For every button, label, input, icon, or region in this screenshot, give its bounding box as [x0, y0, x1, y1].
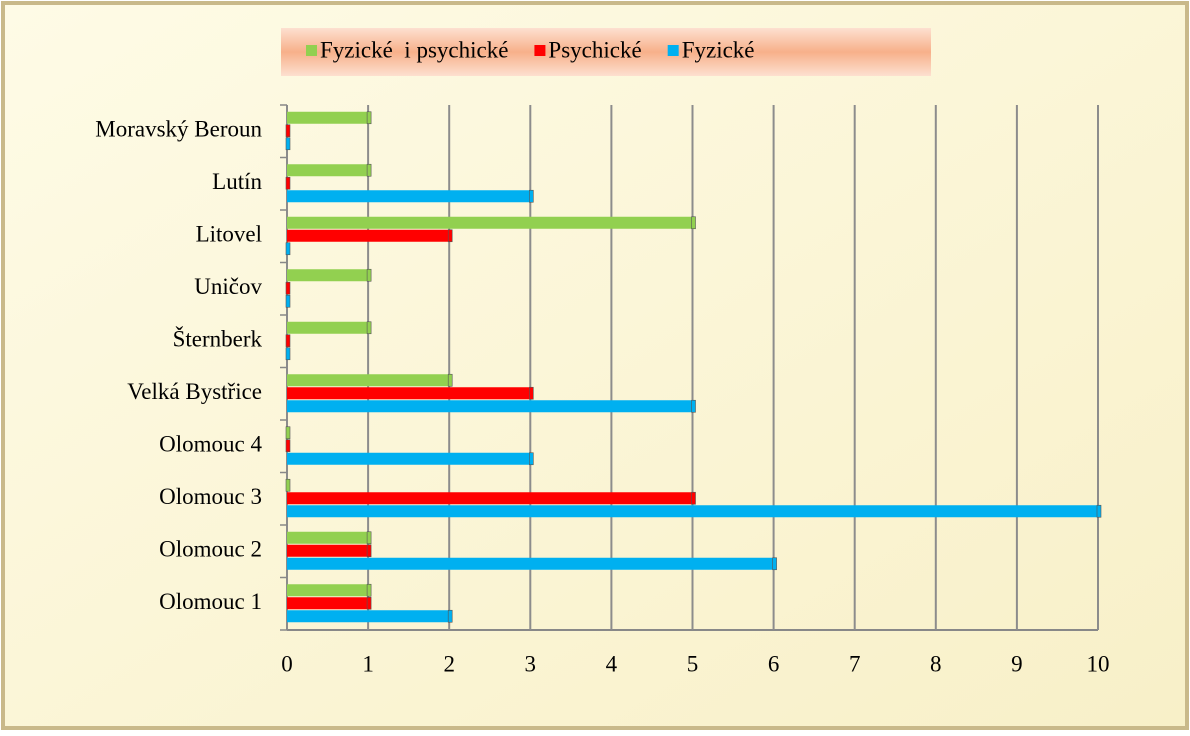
bar-edge	[285, 176, 291, 190]
bar	[287, 584, 369, 597]
bar	[287, 269, 369, 282]
x-tick-label: 5	[687, 651, 699, 676]
bar	[287, 111, 369, 124]
x-tick-label: 6	[768, 651, 780, 676]
y-tick-label: Lutín	[212, 169, 262, 194]
bar-edge	[691, 491, 696, 505]
bar-edge	[1096, 504, 1102, 518]
bar	[287, 387, 531, 400]
y-tick-label: Litovel	[196, 222, 262, 247]
bar	[287, 597, 369, 610]
bar-edge	[366, 111, 372, 125]
bar-edge	[285, 137, 291, 151]
bar-edge	[285, 294, 291, 308]
bar-edge	[285, 439, 291, 453]
x-tick-label: 1	[362, 651, 374, 676]
x-tick-label: 0	[281, 651, 293, 676]
y-tick-label: Šternberk	[173, 326, 263, 352]
legend-swatch	[667, 45, 679, 56]
bar-edge	[366, 268, 372, 282]
legend-label: Fyzické	[682, 37, 755, 62]
bar-edge	[285, 347, 291, 361]
bar-edge	[447, 373, 453, 387]
bar	[287, 216, 693, 229]
y-tick-label: Uničov	[194, 274, 262, 299]
legend: Fyzické i psychické Psychické Fyzické	[306, 37, 755, 62]
bar	[287, 505, 1098, 518]
x-tick-label: 9	[1011, 651, 1023, 676]
legend-label: Fyzické i psychické	[320, 37, 508, 62]
bar	[287, 531, 369, 544]
bar	[287, 229, 450, 242]
legend-box	[281, 28, 931, 76]
bar	[287, 164, 369, 177]
x-tick-label: 3	[525, 651, 537, 676]
bar-edge	[366, 163, 372, 177]
y-tick-label: Olomouc 1	[159, 589, 262, 614]
bar-edge	[447, 229, 453, 243]
bar	[287, 544, 369, 557]
legend-swatch	[534, 45, 546, 56]
bar-edge	[366, 583, 372, 597]
x-tick-label: 8	[930, 651, 942, 676]
legend-swatch	[306, 45, 317, 56]
bar-edge	[528, 452, 534, 466]
y-tick-label: Moravský Beroun	[95, 117, 262, 142]
bar-edge	[366, 544, 372, 558]
x-tick-label: 2	[443, 651, 455, 676]
bar	[287, 190, 531, 203]
bar	[287, 321, 369, 334]
x-tick-label: 7	[849, 651, 861, 676]
bar-edge	[366, 596, 372, 610]
bar-edge	[285, 334, 291, 348]
bar-edge	[366, 531, 372, 545]
bar-edge	[772, 557, 777, 571]
y-tick-label: Olomouc 3	[159, 484, 262, 509]
bar-edge	[528, 189, 534, 203]
bar-edge	[691, 399, 696, 413]
bar-edge	[285, 478, 291, 492]
legend-label: Psychické	[548, 37, 641, 62]
bar	[287, 557, 774, 570]
bar	[287, 492, 693, 505]
bar	[287, 452, 531, 465]
x-tick-label: 4	[606, 651, 618, 676]
x-tick-label: 10	[1087, 651, 1110, 676]
y-tick-label: Olomouc 2	[159, 537, 262, 562]
bar-edge	[285, 426, 291, 440]
bar-edge	[528, 386, 534, 400]
bar	[287, 400, 693, 413]
bar-edge	[447, 609, 453, 623]
bar	[287, 374, 450, 387]
y-tick-label: Velká Bystřice	[127, 379, 262, 404]
bar-edge	[285, 281, 291, 295]
bar-edge	[285, 242, 291, 256]
bar-edge	[285, 124, 291, 138]
y-tick-label: Olomouc 4	[159, 432, 262, 457]
bar-edge	[366, 321, 372, 335]
bar-edge	[691, 216, 696, 230]
bar	[287, 610, 450, 623]
